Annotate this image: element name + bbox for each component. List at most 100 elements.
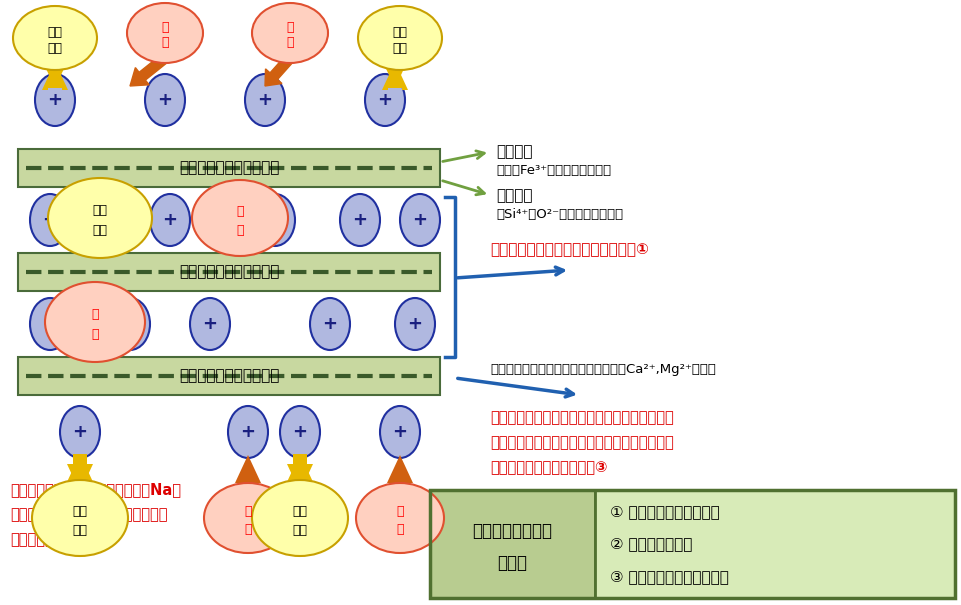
Text: れ: れ — [244, 523, 252, 535]
Text: +: + — [202, 315, 217, 333]
Text: 成分: 成分 — [392, 42, 407, 54]
Ellipse shape — [280, 406, 320, 458]
Ellipse shape — [32, 480, 128, 556]
Text: 有効: 有効 — [392, 26, 407, 39]
Text: +: + — [292, 423, 308, 441]
Text: 尿素、エキス、スクワラン等）を陽イオ: 尿素、エキス、スクワラン等）を陽イオ — [10, 508, 167, 523]
Polygon shape — [42, 62, 68, 90]
Polygon shape — [286, 454, 312, 492]
Ellipse shape — [127, 3, 203, 63]
Text: +: + — [322, 315, 337, 333]
Text: 四面体層: 四面体層 — [496, 189, 532, 203]
Polygon shape — [67, 454, 93, 492]
Ellipse shape — [192, 180, 287, 256]
Text: +: + — [122, 315, 137, 333]
Ellipse shape — [13, 6, 97, 70]
Polygon shape — [386, 455, 412, 492]
Ellipse shape — [395, 298, 434, 350]
Text: ① 水分吸収・吸着・膨潤: ① 水分吸収・吸着・膨潤 — [609, 504, 719, 519]
Text: 汚: 汚 — [396, 505, 404, 518]
Text: +: + — [412, 211, 427, 229]
Bar — [430, 490, 954, 598]
Text: +: + — [72, 423, 87, 441]
Text: マイナスを帯びた結晶層: マイナスを帯びた結晶層 — [179, 264, 279, 280]
Text: （Si⁴⁺とO²⁻の八面体シート）: （Si⁴⁺とO²⁻の八面体シート） — [496, 208, 623, 220]
Text: ン交換により保持②: ン交換により保持② — [10, 532, 92, 548]
Text: 陽イオン交換により＋に帯電する汚れ（皮脂、: 陽イオン交換により＋に帯電する汚れ（皮脂、 — [489, 411, 673, 425]
Text: マイナスを帯びた結晶層: マイナスを帯びた結晶層 — [179, 160, 279, 175]
Text: 肌に有効な成分（水、ヒアルロン酸Na、: 肌に有効な成分（水、ヒアルロン酸Na、 — [10, 483, 181, 497]
Text: +: + — [392, 423, 407, 441]
Bar — [18, 149, 439, 187]
Text: +: + — [162, 211, 178, 229]
Ellipse shape — [48, 178, 152, 258]
Ellipse shape — [45, 282, 145, 362]
Bar — [430, 490, 595, 598]
Ellipse shape — [252, 3, 328, 63]
Bar — [18, 357, 439, 395]
Text: +: + — [377, 91, 392, 109]
Ellipse shape — [35, 74, 75, 126]
Ellipse shape — [339, 194, 380, 246]
Text: ③ 汚れ・過剰皮脂等の吸着: ③ 汚れ・過剰皮脂等の吸着 — [609, 569, 728, 584]
Ellipse shape — [309, 298, 350, 350]
Text: れ: れ — [286, 36, 293, 49]
Ellipse shape — [145, 74, 185, 126]
Text: 汚: 汚 — [161, 21, 168, 34]
Text: 有効: 有効 — [72, 505, 87, 518]
Ellipse shape — [380, 406, 420, 458]
Ellipse shape — [150, 194, 190, 246]
Ellipse shape — [60, 406, 100, 458]
Ellipse shape — [30, 298, 70, 350]
Text: 有効: 有効 — [92, 204, 108, 217]
Polygon shape — [382, 62, 407, 90]
Polygon shape — [382, 60, 407, 88]
Text: +: + — [240, 423, 256, 441]
Text: +: + — [352, 211, 367, 229]
Ellipse shape — [245, 74, 284, 126]
Ellipse shape — [110, 298, 150, 350]
Text: れ: れ — [236, 224, 243, 237]
Polygon shape — [286, 454, 312, 492]
Text: +: + — [158, 91, 172, 109]
Text: 八面体層: 八面体層 — [496, 145, 532, 160]
Ellipse shape — [356, 483, 444, 553]
Text: ② 有効成分の保持: ② 有効成分の保持 — [609, 537, 692, 552]
Text: れ: れ — [396, 523, 404, 535]
Text: +: + — [258, 91, 272, 109]
Text: 成分: 成分 — [292, 524, 308, 537]
Text: 成分: 成分 — [92, 224, 108, 237]
Text: 成分: 成分 — [72, 524, 87, 537]
Text: +: + — [47, 91, 62, 109]
Polygon shape — [42, 60, 68, 88]
Text: 有効: 有効 — [47, 26, 62, 39]
Text: の機能: の機能 — [497, 554, 527, 572]
Text: 汚: 汚 — [91, 309, 99, 321]
Text: 汚: 汚 — [236, 204, 243, 218]
Polygon shape — [234, 455, 260, 492]
Text: +: + — [267, 211, 283, 229]
Bar — [18, 253, 439, 291]
Ellipse shape — [364, 74, 405, 126]
Text: 層間に吸着した交換性陽イオン（主にCa²⁺,Mg²⁺）の層: 層間に吸着した交換性陽イオン（主にCa²⁺,Mg²⁺）の層 — [489, 364, 715, 376]
Ellipse shape — [357, 6, 441, 70]
Text: 有効: 有効 — [292, 505, 308, 518]
Ellipse shape — [190, 298, 230, 350]
Text: メイク汚れ、アクネ菌、古い角質、垢、花紛、: メイク汚れ、アクネ菌、古い角質、垢、花紛、 — [489, 436, 673, 451]
Ellipse shape — [400, 194, 439, 246]
Text: れ: れ — [91, 329, 99, 341]
Polygon shape — [67, 454, 93, 492]
Text: れ: れ — [161, 36, 168, 49]
Polygon shape — [130, 54, 168, 86]
Text: +: + — [42, 211, 58, 229]
Text: マイナスを帯びた結晶層: マイナスを帯びた結晶層 — [179, 368, 279, 384]
Text: ポリューション等）を吸着③: ポリューション等）を吸着③ — [489, 460, 606, 476]
Text: この間に水分子が入り層間が広がる①: この間に水分子が入り層間が広がる① — [489, 243, 649, 258]
Ellipse shape — [204, 483, 292, 553]
Ellipse shape — [252, 480, 348, 556]
Ellipse shape — [228, 406, 268, 458]
Text: +: + — [407, 315, 422, 333]
Polygon shape — [264, 54, 293, 86]
Text: 汚: 汚 — [244, 505, 252, 518]
Ellipse shape — [30, 194, 70, 246]
